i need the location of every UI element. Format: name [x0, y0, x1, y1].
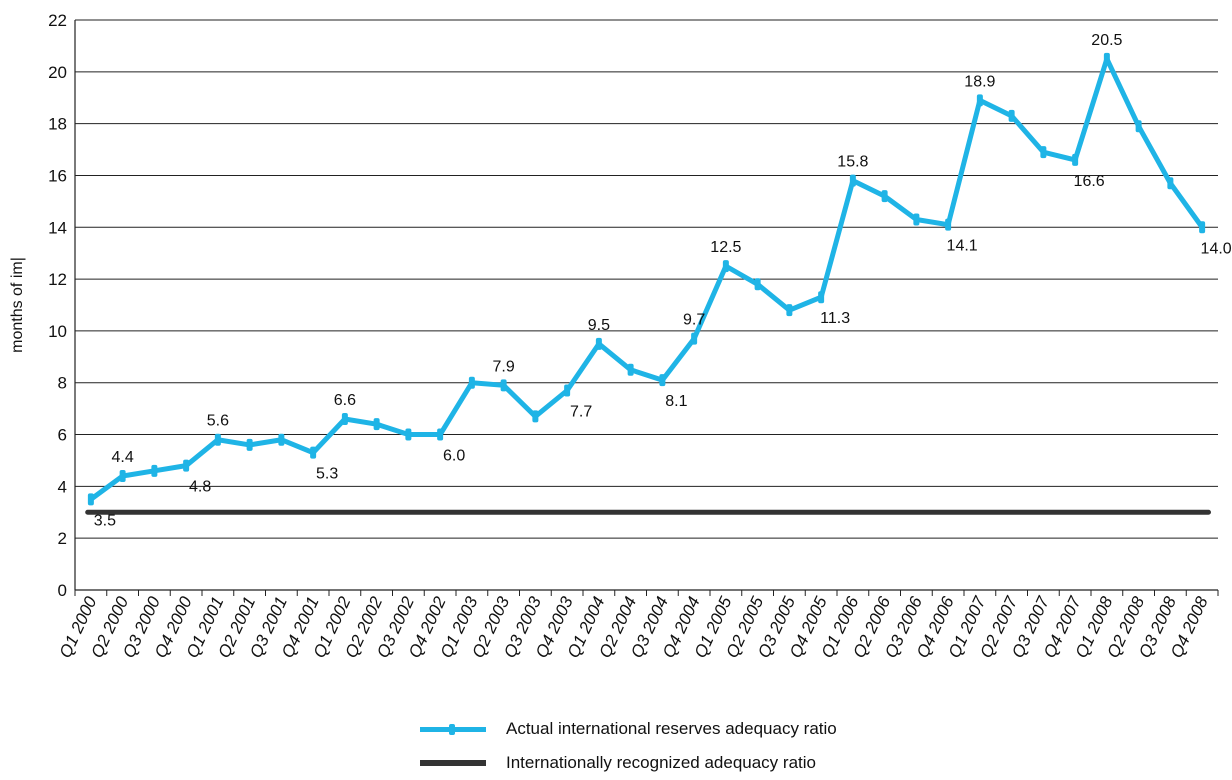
- legend-swatch-actual: [420, 724, 486, 735]
- data-point: [881, 190, 888, 203]
- y-axis-label: months of im|: [9, 257, 26, 353]
- data-label: 14.0: [1201, 240, 1232, 257]
- legend-item-actual: Actual international reserves adequacy r…: [420, 712, 837, 746]
- data-point: [722, 260, 729, 273]
- data-point: [1040, 146, 1047, 159]
- legend-label-recognized: Internationally recognized adequacy rati…: [506, 753, 816, 772]
- data-point: [405, 428, 412, 441]
- data-point: [818, 291, 825, 304]
- data-label: 8.1: [665, 393, 687, 410]
- data-point: [945, 218, 952, 231]
- data-point: [1008, 109, 1015, 122]
- y-tick-label: 2: [58, 529, 67, 548]
- data-point: [1135, 120, 1142, 133]
- y-tick-label: 22: [48, 11, 67, 30]
- y-tick-label: 6: [58, 426, 67, 445]
- data-point: [183, 459, 190, 472]
- data-label: 4.8: [189, 479, 211, 496]
- data-labels: 3.5 4.4 4.8 5.6 5.3 6.6 6.0 7.9 7.7 9.5 8.1 9.7 12.5…: [94, 32, 1232, 529]
- legend-item-recognized: Internationally recognized adequacy rati…: [420, 746, 837, 780]
- y-tick-label: 18: [48, 115, 67, 134]
- data-label: 15.8: [837, 154, 868, 171]
- y-tick-label: 12: [48, 270, 67, 289]
- data-label: 14.1: [947, 238, 978, 255]
- data-point: [310, 446, 317, 459]
- data-point: [786, 304, 793, 317]
- data-point: [151, 464, 158, 477]
- data-point: [564, 384, 571, 397]
- data-label: 6.6: [334, 392, 356, 409]
- y-tick-label: 16: [48, 166, 67, 185]
- data-point: [849, 174, 856, 187]
- data-label: 7.7: [570, 404, 592, 421]
- data-point: [1103, 52, 1110, 65]
- data-label: 18.9: [964, 73, 995, 90]
- legend-swatch-recognized: [420, 758, 486, 768]
- y-tick-label: 4: [58, 477, 67, 496]
- data-point: [341, 413, 348, 425]
- series-layer: [85, 52, 1211, 515]
- data-point: [532, 410, 539, 423]
- data-point: [659, 374, 666, 387]
- data-label: 11.3: [820, 310, 850, 327]
- data-label: 7.9: [493, 358, 515, 375]
- data-point: [437, 428, 444, 441]
- axes: [74, 20, 1219, 596]
- data-point: [1072, 153, 1079, 166]
- legend: Actual international reserves adequacy r…: [420, 712, 837, 780]
- data-point: [691, 332, 698, 345]
- data-label: 5.3: [316, 466, 338, 483]
- data-label: 9.7: [683, 312, 705, 329]
- data-point: [627, 363, 634, 376]
- data-point: [913, 213, 920, 226]
- data-point: [373, 418, 380, 431]
- y-tick-label: 8: [58, 374, 67, 393]
- data-point: [595, 337, 602, 350]
- y-tick-label: 14: [48, 218, 67, 237]
- y-tick-label: 0: [58, 581, 67, 600]
- data-label: 5.6: [207, 413, 229, 430]
- legend-label-actual: Actual international reserves adequacy r…: [506, 719, 837, 738]
- data-point: [1199, 221, 1206, 234]
- data-label: 16.6: [1074, 173, 1105, 190]
- data-point: [87, 493, 94, 506]
- data-label: 3.5: [94, 512, 116, 529]
- data-point: [976, 94, 983, 107]
- data-point: [278, 433, 285, 446]
- data-label: 12.5: [710, 239, 741, 256]
- data-point: [468, 376, 475, 389]
- data-point: [119, 470, 126, 482]
- y-tick-label: 10: [48, 322, 67, 341]
- data-point: [1167, 177, 1174, 190]
- data-label: 4.4: [112, 449, 134, 466]
- data-label: 9.5: [588, 317, 610, 334]
- data-point: [500, 379, 507, 392]
- gridlines: [75, 19, 1218, 539]
- data-point: [246, 438, 253, 451]
- y-tick-labels: 0 2 4 6 8 10 12 14 16 18 20 22: [48, 11, 67, 600]
- data-point: [214, 433, 221, 446]
- data-label: 20.5: [1091, 32, 1122, 49]
- y-tick-label: 20: [48, 63, 67, 82]
- data-point: [754, 278, 761, 291]
- data-label: 6.0: [443, 448, 465, 465]
- series-line-actual: [88, 56, 1205, 502]
